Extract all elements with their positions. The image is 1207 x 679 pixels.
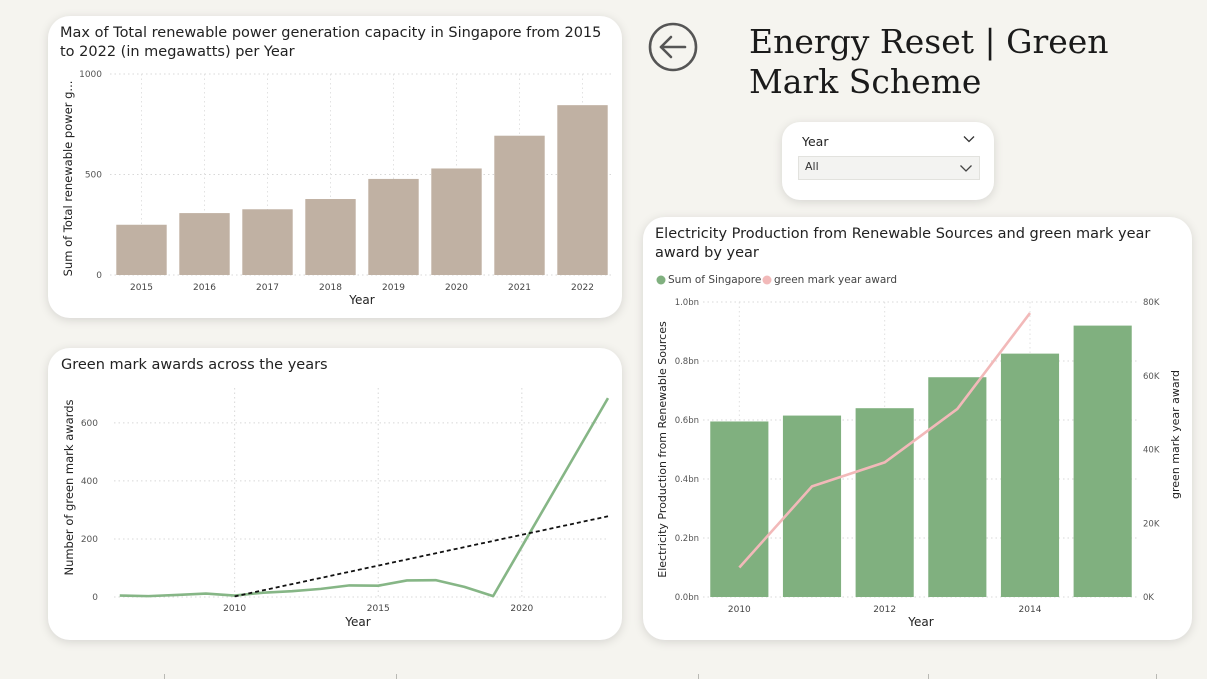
bar (855, 408, 914, 597)
y-tick-label: 400 (81, 477, 98, 487)
x-tick-label: 2020 (445, 283, 468, 293)
x-tick-label: 2010 (728, 605, 751, 615)
electricity-chart: Sum of Singapore green mark year award 0.0… (656, 274, 1182, 629)
bar (179, 213, 230, 275)
x-tick-label: 2012 (873, 605, 896, 615)
x-tick-label: 2016 (193, 283, 216, 293)
bar (1073, 325, 1132, 597)
y2-tick-label: 60K (1143, 372, 1160, 382)
x-tick-label: 2018 (319, 283, 342, 293)
y-tick-label: 1.0bn (675, 298, 699, 308)
bar (1000, 353, 1060, 597)
x-axis-label: Year (344, 615, 370, 629)
y-tick-label: 0 (92, 593, 98, 603)
y2-tick-label: 20K (1143, 519, 1160, 529)
electricity-chart-card: Electricity Production from Renewable So… (643, 217, 1192, 640)
bar (242, 209, 293, 275)
page-divider-tick (396, 674, 397, 679)
x-axis-label: Year (907, 615, 933, 629)
page-title: Energy Reset | Green Mark Scheme (749, 22, 1109, 101)
x-tick-label: 2015 (367, 604, 390, 614)
trend-line (234, 515, 609, 598)
x-tick-label: 2010 (223, 604, 246, 614)
bar (710, 421, 769, 597)
y2-tick-label: 40K (1143, 446, 1160, 456)
x-axis-label: Year (348, 293, 374, 307)
slicer-label: Year (802, 134, 829, 149)
x-tick-label: 2017 (256, 283, 279, 293)
y-tick-label: 0.8bn (675, 357, 699, 367)
y2-tick-label: 80K (1143, 298, 1160, 308)
y-tick-label: 600 (81, 419, 98, 429)
y-tick-label: 200 (81, 535, 98, 545)
page-divider-tick (1156, 674, 1157, 679)
capacity-chart: 0 500 1000 2015 2016 2017 2018 2019 2020 2021 2022… (61, 70, 614, 307)
y-axis-label: Sum of Total renewable power g... (61, 81, 75, 277)
y-tick-label: 0.0bn (675, 593, 699, 603)
bar (782, 415, 842, 597)
legend-label: Sum of Singapore (668, 274, 761, 286)
bar (557, 105, 608, 275)
back-arrow-icon[interactable] (648, 22, 698, 72)
awards-chart: 0 200 400 600 2010 2015 2020 Year Number of gree… (62, 388, 610, 629)
x-tick-label: 2020 (510, 604, 533, 614)
dropdown-chevron-icon (960, 165, 972, 172)
award-line (738, 312, 1032, 569)
bar (305, 199, 356, 275)
capacity-chart-title: Max of Total renewable power generation … (60, 25, 602, 60)
y2-axis-label: green mark year award (1169, 370, 1182, 499)
page-divider-tick (928, 674, 929, 679)
x-tick-label: 2019 (382, 283, 405, 293)
y-tick-label: 0 (96, 271, 102, 281)
awards-chart-card: Green mark awards across the years 0 200 4… (48, 348, 622, 640)
awards-line (119, 397, 610, 598)
awards-chart-title: Green mark awards across the years (61, 357, 328, 373)
legend-swatch-line (762, 275, 772, 285)
x-tick-label: 2014 (1019, 605, 1042, 615)
bar (494, 135, 545, 275)
y-axis-label: Electricity Production from Renewable So… (656, 321, 669, 578)
legend-swatch-bars (656, 275, 666, 285)
x-tick-label: 2021 (508, 283, 531, 293)
y-tick-label: 0.4bn (675, 475, 699, 485)
y-axis-label: Number of green mark awards (62, 399, 76, 575)
year-dropdown[interactable]: All (798, 156, 980, 180)
y-tick-label: 0.6bn (675, 416, 699, 426)
page-divider-tick (698, 674, 699, 679)
bar (116, 224, 167, 275)
bar (368, 178, 419, 275)
page-divider-tick (164, 674, 165, 679)
bar (928, 377, 987, 597)
year-slicer: Year All (782, 122, 994, 200)
year-dropdown-value: All (805, 160, 819, 173)
capacity-chart-card: Max of Total renewable power generation … (48, 16, 622, 318)
y-tick-label: 1000 (79, 70, 102, 80)
y-tick-label: 0.2bn (675, 534, 699, 544)
x-tick-label: 2015 (130, 283, 153, 293)
y2-tick-label: 0K (1143, 593, 1154, 603)
electricity-chart-title: Electricity Production from Renewable So… (655, 226, 1151, 261)
bar (431, 168, 482, 275)
chevron-down-icon[interactable] (962, 132, 976, 146)
legend-label: green mark year award (774, 274, 897, 286)
y-tick-label: 500 (85, 171, 102, 181)
x-tick-label: 2022 (571, 283, 594, 293)
